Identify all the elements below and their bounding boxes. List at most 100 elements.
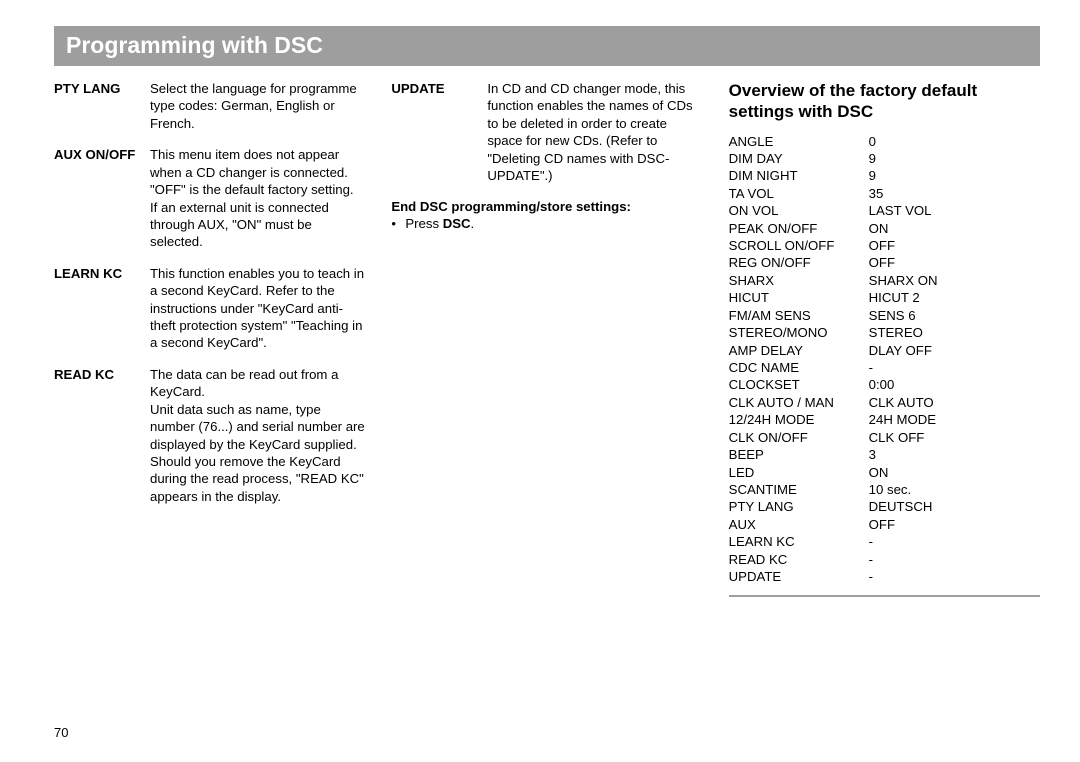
setting-label: DIM DAY <box>729 150 869 167</box>
desc: This menu item does not appear when a CD… <box>150 146 365 251</box>
setting-value: - <box>869 568 1040 585</box>
setting-value: OFF <box>869 237 1040 254</box>
column-3: Overview of the factory default settings… <box>729 80 1040 597</box>
setting-value: 10 sec. <box>869 481 1040 498</box>
table-row: AMP DELAYDLAY OFF <box>729 342 1040 359</box>
setting-label: CLK ON/OFF <box>729 429 869 446</box>
end-programming-heading: End DSC programming/store settings: <box>391 199 702 214</box>
setting-value: - <box>869 551 1040 568</box>
table-row: CLK AUTO / MANCLK AUTO <box>729 394 1040 411</box>
table-row: TA VOL35 <box>729 185 1040 202</box>
setting-label: CLOCKSET <box>729 376 869 393</box>
setting-label: LED <box>729 464 869 481</box>
setting-value: STEREO <box>869 324 1040 341</box>
table-row: PTY LANGDEUTSCH <box>729 498 1040 515</box>
setting-label: STEREO/MONO <box>729 324 869 341</box>
setting-value: 24H MODE <box>869 411 1040 428</box>
definition-read-kc: READ KCThe data can be read out from a K… <box>54 366 365 505</box>
setting-label: FM/AM SENS <box>729 307 869 324</box>
setting-label: PTY LANG <box>729 498 869 515</box>
setting-value: CLK AUTO <box>869 394 1040 411</box>
table-row: HICUTHICUT 2 <box>729 289 1040 306</box>
desc: Select the language for programme type c… <box>150 80 365 132</box>
table-row: DIM DAY9 <box>729 150 1040 167</box>
setting-value: OFF <box>869 516 1040 533</box>
table-row: STEREO/MONOSTEREO <box>729 324 1040 341</box>
definition-aux-on-off: AUX ON/OFFThis menu item does not appear… <box>54 146 365 251</box>
setting-label: SHARX <box>729 272 869 289</box>
table-row: SCANTIME10 sec. <box>729 481 1040 498</box>
setting-value: OFF <box>869 254 1040 271</box>
setting-label: PEAK ON/OFF <box>729 220 869 237</box>
setting-value: SHARX ON <box>869 272 1040 289</box>
table-row: UPDATE- <box>729 568 1040 585</box>
column-1: PTY LANGSelect the language for programm… <box>54 80 365 597</box>
setting-label: SCANTIME <box>729 481 869 498</box>
setting-value: LAST VOL <box>869 202 1040 219</box>
table-row: AUXOFF <box>729 516 1040 533</box>
setting-label: 12/24H MODE <box>729 411 869 428</box>
page-number: 70 <box>54 725 68 740</box>
setting-value: 0 <box>869 133 1040 150</box>
table-row: SHARXSHARX ON <box>729 272 1040 289</box>
setting-value: HICUT 2 <box>869 289 1040 306</box>
table-row: 12/24H MODE24H MODE <box>729 411 1040 428</box>
table-row: LEARN KC- <box>729 533 1040 550</box>
desc: The data can be read out from a KeyCard.… <box>150 366 365 505</box>
setting-value: ON <box>869 220 1040 237</box>
setting-value: CLK OFF <box>869 429 1040 446</box>
desc-update: In CD and CD changer mode, this function… <box>487 80 702 185</box>
page: Programming with DSC PTY LANGSelect the … <box>0 0 1080 597</box>
setting-value: 9 <box>869 167 1040 184</box>
content-columns: PTY LANGSelect the language for programm… <box>54 80 1040 597</box>
bullet-suffix: . <box>471 216 475 231</box>
term: PTY LANG <box>54 80 150 132</box>
setting-value: DEUTSCH <box>869 498 1040 515</box>
table-row: SCROLL ON/OFFOFF <box>729 237 1040 254</box>
defaults-table: ANGLE0DIM DAY9DIM NIGHT9TA VOL35ON VOLLA… <box>729 133 1040 586</box>
table-row: REG ON/OFFOFF <box>729 254 1040 271</box>
setting-label: BEEP <box>729 446 869 463</box>
setting-label: UPDATE <box>729 568 869 585</box>
page-title: Programming with DSC <box>54 26 1040 66</box>
setting-label: ANGLE <box>729 133 869 150</box>
setting-label: TA VOL <box>729 185 869 202</box>
table-row: BEEP3 <box>729 446 1040 463</box>
table-row: LEDON <box>729 464 1040 481</box>
table-row: DIM NIGHT9 <box>729 167 1040 184</box>
bullet-bold: DSC <box>443 216 471 231</box>
setting-label: ON VOL <box>729 202 869 219</box>
term: AUX ON/OFF <box>54 146 150 251</box>
setting-label: SCROLL ON/OFF <box>729 237 869 254</box>
setting-label: AMP DELAY <box>729 342 869 359</box>
defaults-heading: Overview of the factory default settings… <box>729 80 1040 123</box>
table-row: FM/AM SENSSENS 6 <box>729 307 1040 324</box>
bullet-press-dsc: • Press DSC. <box>391 216 702 231</box>
setting-value: - <box>869 533 1040 550</box>
bullet-dot-icon: • <box>391 216 405 231</box>
desc: This function enables you to teach in a … <box>150 265 365 352</box>
setting-label: HICUT <box>729 289 869 306</box>
setting-label: CLK AUTO / MAN <box>729 394 869 411</box>
table-row: CLOCKSET0:00 <box>729 376 1040 393</box>
setting-label: READ KC <box>729 551 869 568</box>
setting-value: - <box>869 359 1040 376</box>
table-row: PEAK ON/OFFON <box>729 220 1040 237</box>
setting-label: LEARN KC <box>729 533 869 550</box>
table-row: ON VOLLAST VOL <box>729 202 1040 219</box>
column-2: UPDATE In CD and CD changer mode, this f… <box>391 80 702 597</box>
setting-value: 3 <box>869 446 1040 463</box>
definition-update: UPDATE In CD and CD changer mode, this f… <box>391 80 702 185</box>
setting-label: DIM NIGHT <box>729 167 869 184</box>
setting-value: SENS 6 <box>869 307 1040 324</box>
setting-value: 9 <box>869 150 1040 167</box>
term-update: UPDATE <box>391 80 487 185</box>
setting-value: 0:00 <box>869 376 1040 393</box>
table-row: CDC NAME- <box>729 359 1040 376</box>
setting-label: REG ON/OFF <box>729 254 869 271</box>
setting-label: CDC NAME <box>729 359 869 376</box>
setting-value: DLAY OFF <box>869 342 1040 359</box>
setting-label: AUX <box>729 516 869 533</box>
table-row: CLK ON/OFFCLK OFF <box>729 429 1040 446</box>
table-row: ANGLE0 <box>729 133 1040 150</box>
